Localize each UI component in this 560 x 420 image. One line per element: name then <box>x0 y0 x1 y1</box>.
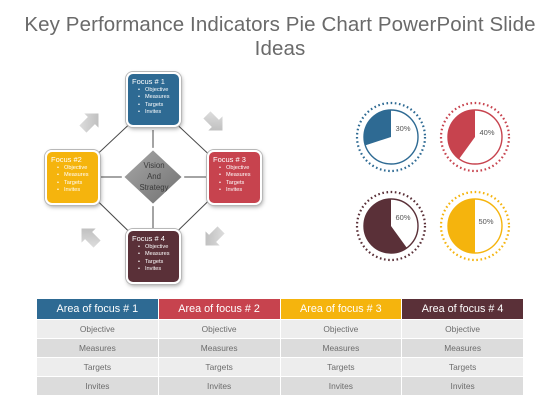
pie-label-50: 50% <box>478 217 494 226</box>
list-item: Objective <box>219 165 256 173</box>
table-cell: Invites <box>158 376 280 395</box>
list-item: Objective <box>138 87 175 95</box>
table-cell: Objective <box>158 319 280 338</box>
table-row: Targets Targets Targets Targets <box>37 357 523 376</box>
focus-box-list: Objective Measures Targets Invites <box>132 87 175 117</box>
table-cell: Measures <box>37 338 158 357</box>
list-item: Objective <box>138 244 175 252</box>
column-header-area-1: Area of focus # 1 <box>37 299 158 319</box>
slide-title: Key Performance Indicators Pie Chart Pow… <box>24 13 536 60</box>
arrow-bottom-left <box>81 228 101 248</box>
pie-label-40: 40% <box>479 128 495 137</box>
focus-box-1: Focus # 1 Objective Measures Targets Inv… <box>126 72 181 127</box>
pie-50 <box>439 190 511 262</box>
pie-label-30: 30% <box>395 124 411 133</box>
list-item: Targets <box>219 180 256 188</box>
column-header-area-3: Area of focus # 3 <box>280 299 402 319</box>
table-cell: Objective <box>280 319 402 338</box>
table-cell: Measures <box>280 338 402 357</box>
center-label-line: And <box>147 172 161 181</box>
list-item: Invites <box>219 187 256 195</box>
table-cell: Targets <box>402 357 523 376</box>
pie-40 <box>439 101 511 173</box>
table-cell: Objective <box>37 319 158 338</box>
table-header-row: Area of focus # 1 Area of focus # 2 Area… <box>37 299 523 319</box>
list-item: Measures <box>219 172 256 180</box>
table-cell: Measures <box>402 338 523 357</box>
table-cell: Targets <box>158 357 280 376</box>
table-cell: Objective <box>402 319 523 338</box>
focus-box-title: Focus # 3 <box>213 155 246 164</box>
table-cell: Measures <box>158 338 280 357</box>
table-row: Invites Invites Invites Invites <box>37 376 523 395</box>
arrow-bottom-right <box>205 226 225 246</box>
pie-60 <box>355 190 427 262</box>
list-item: Invites <box>138 109 175 117</box>
kpi-table: Area of focus # 1 Area of focus # 2 Area… <box>36 299 524 395</box>
table-row: Measures Measures Measures Measures <box>37 338 523 357</box>
table-cell: Invites <box>280 376 402 395</box>
focus-box-2: Focus #2 Objective Measures Targets Invi… <box>45 150 100 205</box>
focus-box-list: Objective Measures Targets Invites <box>213 165 256 195</box>
pie-slice <box>363 110 391 146</box>
list-item: Measures <box>138 94 175 102</box>
pie-dotted-ring <box>355 190 427 262</box>
column-header-area-2: Area of focus # 2 <box>158 299 280 319</box>
vision-strategy-diamond <box>121 147 185 207</box>
pie-slice <box>448 199 475 253</box>
center-label-line: Vision <box>143 161 165 170</box>
pie-slice <box>363 199 407 253</box>
arrow-top-right <box>203 111 223 131</box>
pie-charts <box>355 101 511 262</box>
table-row: Objective Objective Objective Objective <box>37 319 523 338</box>
pie-dotted-ring <box>439 190 511 262</box>
center-label: Vision And Strategy <box>124 160 184 193</box>
focus-box-3: Focus # 3 Objective Measures Targets Inv… <box>207 150 262 205</box>
arrow-top-left <box>79 113 99 133</box>
table-cell: Targets <box>280 357 402 376</box>
list-item: Targets <box>138 102 175 110</box>
focus-box-title: Focus # 1 <box>132 77 165 86</box>
pie-slice <box>448 110 475 159</box>
list-item: Invites <box>57 187 94 195</box>
list-item: Measures <box>57 172 94 180</box>
pie-dotted-ring <box>355 101 427 173</box>
table-cell: Invites <box>37 376 158 395</box>
list-item: Measures <box>138 251 175 259</box>
focus-box-title: Focus # 4 <box>132 234 165 243</box>
focus-box-list: Objective Measures Targets Invites <box>132 244 175 274</box>
list-item: Objective <box>57 165 94 173</box>
pie-dotted-ring <box>439 101 511 173</box>
pie-30 <box>355 101 427 173</box>
pie-label-60: 60% <box>395 213 411 222</box>
list-item: Targets <box>57 180 94 188</box>
focus-box-4: Focus # 4 Objective Measures Targets Inv… <box>126 229 181 284</box>
focus-box-title: Focus #2 <box>51 155 82 164</box>
column-header-area-4: Area of focus # 4 <box>402 299 523 319</box>
list-item: Targets <box>138 259 175 267</box>
table-cell: Targets <box>37 357 158 376</box>
center-label-line: Strategy <box>139 183 169 192</box>
focus-box-list: Objective Measures Targets Invites <box>51 165 94 195</box>
table-cell: Invites <box>402 376 523 395</box>
list-item: Invites <box>138 266 175 274</box>
